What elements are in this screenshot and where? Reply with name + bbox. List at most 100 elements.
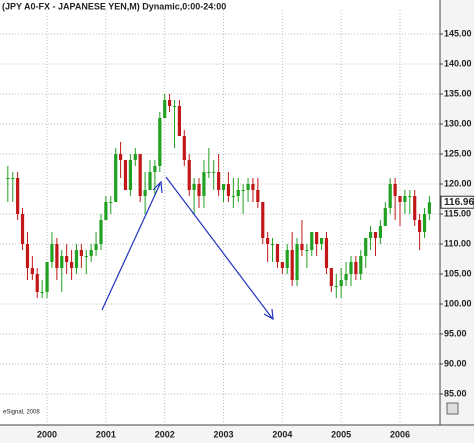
arrow-up: [101, 183, 161, 311]
scroll-button[interactable]: [446, 402, 459, 415]
candle-body: [187, 160, 191, 190]
candle-body: [143, 190, 147, 196]
candle-body: [6, 178, 10, 179]
candle-body: [305, 250, 309, 251]
candle-body: [236, 190, 240, 196]
candle-body: [422, 214, 427, 232]
x-tick-label: 2006: [390, 429, 410, 439]
x-tick-label: 2000: [37, 429, 57, 439]
candle-body: [427, 202, 432, 214]
candle-body: [40, 292, 44, 293]
candle-body: [349, 262, 353, 274]
candle-body: [20, 214, 25, 244]
candle-body: [221, 184, 226, 190]
candle-body: [177, 106, 182, 136]
candle-body: [109, 202, 113, 203]
candle-body: [315, 232, 319, 244]
candle-body: [197, 184, 201, 196]
candle-body: [354, 262, 358, 274]
arrow-head: [152, 180, 163, 194]
candle-body: [50, 244, 54, 262]
x-tick-label: 2002: [155, 429, 175, 439]
candle-body: [45, 262, 49, 292]
candle-body: [89, 250, 93, 256]
candle-body: [364, 238, 368, 256]
candle-body: [334, 286, 338, 287]
candle-body: [192, 184, 196, 190]
y-tick-label: 145.00: [444, 28, 472, 38]
candle-body: [118, 154, 123, 160]
candle-body: [344, 274, 348, 280]
y-tick-label: 130.00: [444, 118, 472, 128]
candle-body: [84, 256, 88, 257]
candle-body: [148, 172, 152, 190]
arrow-head: [263, 308, 274, 321]
candle-body: [128, 160, 133, 190]
candle-body: [65, 256, 69, 262]
candle-body: [158, 118, 162, 166]
y-tick-label: 110.00: [444, 238, 471, 248]
candle-body: [251, 184, 255, 190]
candle-body: [207, 172, 211, 173]
x-tick-label: 2003: [214, 429, 234, 439]
candle-body: [35, 274, 39, 292]
candle-body: [295, 244, 299, 280]
arrow-down: [165, 176, 273, 319]
candle-body: [182, 136, 186, 160]
candle-body: [383, 208, 387, 226]
x-tick-label: 2004: [272, 429, 292, 439]
y-tick-label: 140.00: [444, 58, 472, 68]
candle-body: [123, 160, 128, 190]
candle-body: [417, 220, 422, 232]
candle-body: [261, 202, 265, 238]
candle-body: [16, 178, 20, 214]
candle-body: [69, 262, 74, 268]
candle-body: [324, 238, 329, 268]
candle-body: [256, 190, 260, 202]
candle-body: [212, 172, 216, 173]
candle-body: [74, 250, 79, 268]
candle-body: [99, 220, 103, 244]
candle-body: [285, 250, 289, 268]
candle-body: [290, 250, 294, 280]
x-tick-label: 2005: [331, 429, 351, 439]
candle-body: [310, 232, 314, 250]
candle-body: [270, 244, 275, 245]
candle-body: [226, 184, 231, 196]
candle-body: [373, 232, 378, 238]
candle-body: [60, 256, 64, 268]
y-tick-label: 120.00: [444, 178, 472, 188]
candle-body: [408, 196, 412, 197]
time-axis-area: [0, 425, 474, 443]
candle-body: [246, 184, 250, 190]
candle-body: [172, 106, 177, 107]
candle-body: [163, 100, 167, 118]
candle-body: [398, 196, 402, 202]
candle-body: [133, 154, 137, 160]
candle-body: [393, 184, 397, 196]
candle-body: [94, 244, 98, 250]
candle-body: [114, 154, 118, 202]
x-tick-label: 2001: [96, 429, 116, 439]
candle-body: [413, 196, 417, 220]
candle-body: [30, 268, 34, 274]
candle-body: [359, 256, 363, 274]
candle-body: [241, 190, 245, 191]
candles: [6, 94, 432, 298]
candle-body: [167, 100, 172, 106]
candle-body: [403, 196, 407, 202]
candle-body: [202, 172, 206, 196]
candle-body: [388, 184, 392, 208]
candle-body: [319, 238, 324, 244]
chart-title: (JPY A0-FX - JAPANESE YEN,M) Dynamic,0:0…: [2, 1, 226, 11]
candle-body: [300, 244, 304, 250]
candle-body: [104, 202, 108, 220]
candle-body: [280, 262, 284, 268]
y-tick-label: 135.00: [444, 88, 472, 98]
candle-body: [153, 166, 157, 172]
candle-body: [25, 244, 30, 268]
candle-body: [266, 238, 270, 244]
last-price-box: [440, 195, 474, 209]
